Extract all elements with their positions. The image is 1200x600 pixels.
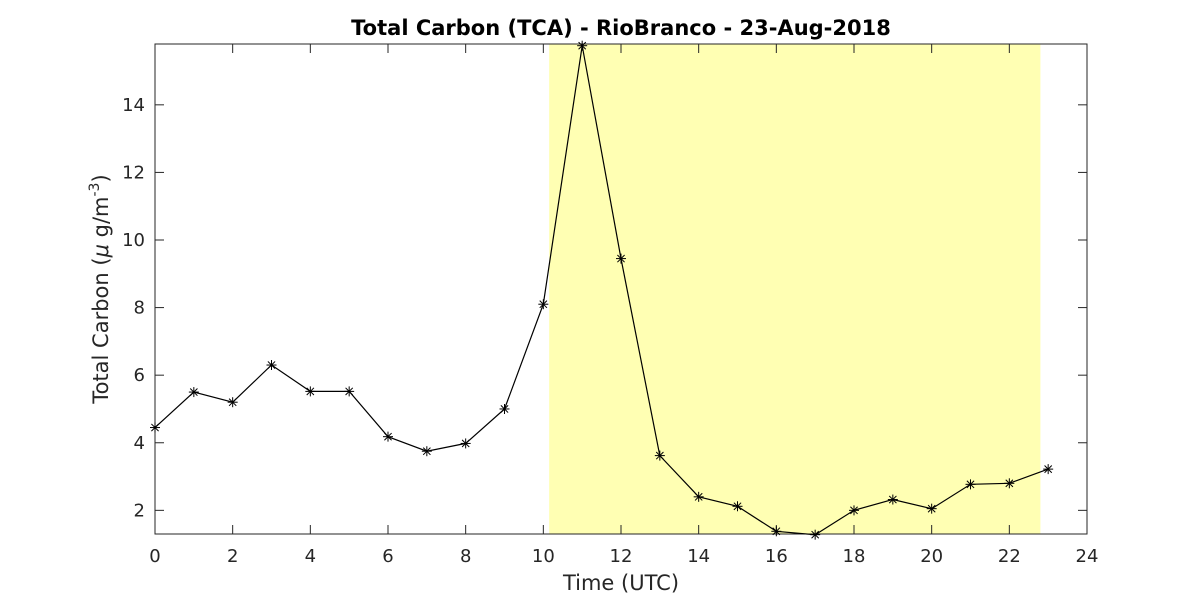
data-point <box>810 529 821 540</box>
data-point <box>421 446 432 457</box>
data-point <box>460 438 471 449</box>
data-point <box>227 397 238 408</box>
x-tick-label: 20 <box>920 546 943 567</box>
x-tick-label: 8 <box>460 546 471 567</box>
data-point <box>188 387 199 398</box>
x-tick-label: 24 <box>1076 546 1099 567</box>
y-axis-title: Total Carbon (μ g/m-3) <box>87 174 113 404</box>
x-tick-label: 6 <box>382 546 393 567</box>
y-axis-title-exponent: -3 <box>87 183 103 197</box>
y-axis-title-suffix: ) <box>89 174 113 182</box>
x-tick-label: 22 <box>998 546 1021 567</box>
x-tick-label: 0 <box>149 546 160 567</box>
data-point <box>383 431 393 442</box>
data-point <box>654 450 665 461</box>
y-tick-label: 4 <box>134 433 145 454</box>
y-axis-title-prefix: Total Carbon ( <box>89 257 113 404</box>
data-point <box>1043 464 1054 475</box>
y-tick-label: 8 <box>134 298 145 319</box>
y-axis-title-unit: g/m <box>89 197 113 245</box>
chart-title: Total Carbon (TCA) - RioBranco - 23-Aug-… <box>351 16 891 40</box>
data-point <box>771 526 782 537</box>
x-tick-label: 4 <box>305 546 316 567</box>
x-axis-title: Time (UTC) <box>562 571 679 595</box>
y-tick-label: 6 <box>134 365 145 386</box>
y-tick-label: 10 <box>122 230 145 251</box>
x-tick-label: 18 <box>843 546 866 567</box>
data-point <box>849 505 859 516</box>
data-point <box>1004 478 1015 489</box>
data-point <box>577 40 588 51</box>
y-tick-label: 14 <box>122 95 145 116</box>
data-point <box>150 422 160 433</box>
data-point <box>499 403 510 414</box>
x-tick-label: 10 <box>532 546 555 567</box>
data-point <box>693 491 704 502</box>
series-line <box>154 45 1049 536</box>
data-point <box>887 494 898 505</box>
x-tick-label: 16 <box>765 546 788 567</box>
data-point <box>266 360 277 371</box>
data-point <box>344 386 355 397</box>
data-point <box>965 479 976 490</box>
x-tick-label: 14 <box>687 546 710 567</box>
y-tick-label: 2 <box>134 500 145 521</box>
x-tick-label: 2 <box>227 546 238 567</box>
data-point <box>538 299 549 310</box>
data-point <box>305 386 316 397</box>
data-point <box>732 501 743 512</box>
y-axis-title-mu: μ <box>89 244 113 258</box>
y-tick-label: 12 <box>122 162 145 183</box>
data-point <box>926 503 937 514</box>
data-point <box>616 253 626 264</box>
highlight-band <box>549 44 1041 534</box>
x-tick-label: 12 <box>610 546 633 567</box>
